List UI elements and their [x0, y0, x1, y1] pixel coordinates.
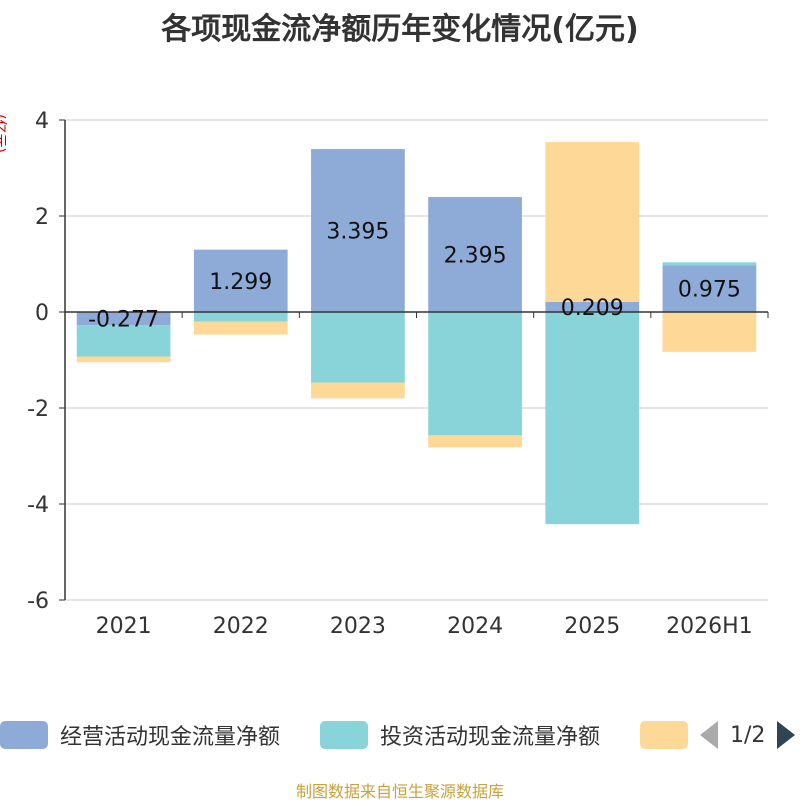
- data-source-note: 制图数据来自恒生聚源数据库: [295, 782, 504, 801]
- bar-chart: -6 -4 -2 0 2 4 2021 2022 2023 2024 2025 2026H1 -0.27…: [27, 109, 769, 639]
- bar-2021-series-0: [76, 312, 171, 326]
- legend-pager: 1/2: [700, 720, 796, 750]
- legend-label-operating: 经营活动现金流量净额: [60, 725, 281, 750]
- bar-2023-series-1: [311, 312, 405, 383]
- data-label-operating: 0.975: [678, 278, 741, 303]
- chart-title: 各项现金流净额历年变化情况(亿元): [161, 12, 639, 47]
- legend-item-financing[interactable]: [640, 720, 700, 750]
- legend-prev-page-button[interactable]: [700, 721, 718, 749]
- data-label-operating: -0.277: [88, 308, 159, 333]
- bar-2026H1-series-2: [662, 312, 757, 352]
- legend-item-investing[interactable]: 投资活动现金流量净额: [320, 720, 600, 750]
- data-label-operating: 3.395: [326, 220, 389, 245]
- data-label-operating: 0.209: [561, 296, 624, 321]
- bar-2026H1-series-1: [662, 262, 757, 266]
- bar-2025-series-0: [545, 301, 640, 312]
- bar-2022-series-1: [193, 312, 288, 322]
- y-tick-label: -2: [27, 397, 49, 422]
- legend-label-investing: 投资活动现金流量净额: [380, 725, 601, 750]
- bar-2026H1-series-0: [662, 265, 757, 312]
- y-tick-label: -4: [27, 493, 49, 518]
- y-tick-label: -6: [27, 589, 49, 614]
- legend-item-operating[interactable]: 经营活动现金流量净额: [0, 720, 280, 750]
- bar-2023-series-2: [311, 382, 405, 399]
- x-tick-label: 2024: [447, 614, 503, 639]
- legend: 经营活动现金流量净额 投资活动现金流量净额 1/2: [0, 712, 800, 760]
- data-label-operating: 1.299: [209, 270, 272, 295]
- data-label-operating: 2.395: [444, 244, 507, 269]
- bar-2023-series-0: [311, 149, 405, 312]
- y-tick-label: 4: [35, 109, 49, 134]
- legend-swatch-investing: [320, 721, 368, 749]
- x-tick-label: 2021: [96, 614, 152, 639]
- x-tick-label: 2026H1: [666, 614, 753, 639]
- bar-2022-series-0: [193, 249, 288, 312]
- bar-2025-series-1: [545, 312, 640, 525]
- bar-2021-series-2: [76, 356, 171, 363]
- y-tick-label: 2: [35, 205, 49, 230]
- bar-2025-series-2: [545, 142, 640, 302]
- y-tick-label: 0: [35, 301, 49, 326]
- bar-2024-series-1: [428, 312, 522, 436]
- bar-2024-series-2: [428, 435, 522, 448]
- bar-2022-series-2: [193, 321, 288, 335]
- legend-swatch-operating: [0, 721, 48, 749]
- bar-2021-series-1: [76, 325, 171, 357]
- legend-swatch-financing: [640, 721, 688, 749]
- x-tick-label: 2023: [330, 614, 386, 639]
- bar-2024-series-0: [428, 197, 522, 312]
- x-tick-label: 2022: [213, 614, 269, 639]
- x-tick-label: 2025: [564, 614, 620, 639]
- legend-next-page-button[interactable]: [777, 721, 796, 749]
- legend-page-indicator: 1/2: [730, 722, 766, 748]
